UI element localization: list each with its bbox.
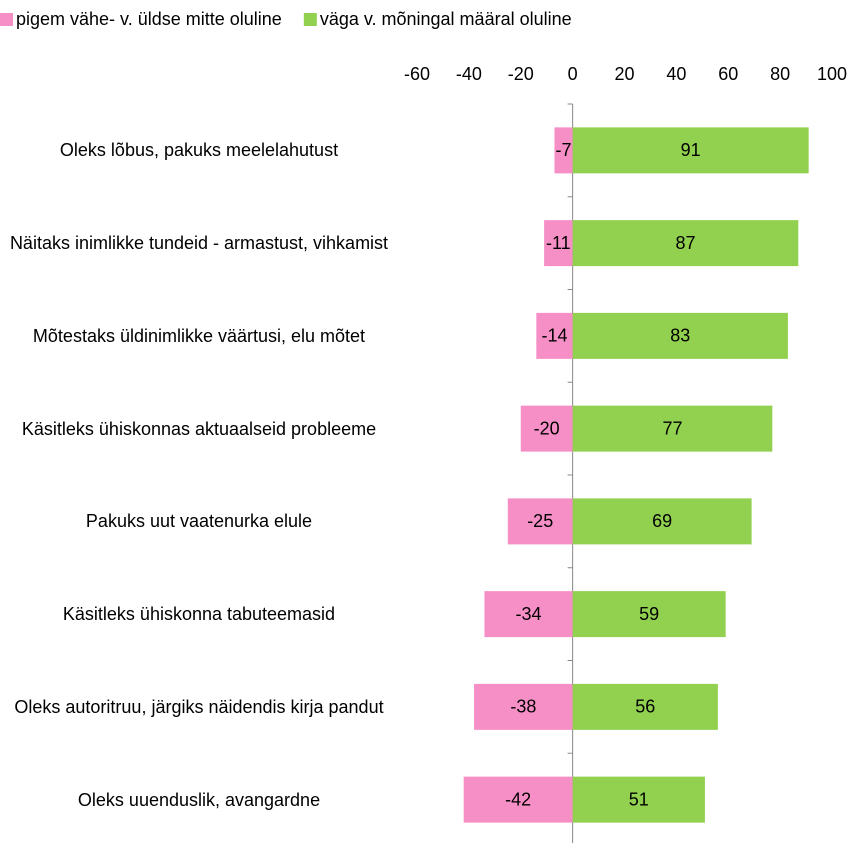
bar	[484, 591, 573, 638]
legend-label: väga v. mõningal määral oluline	[320, 9, 572, 29]
value-label: 91	[681, 140, 701, 160]
legend-swatch	[303, 13, 317, 26]
value-label: -38	[510, 697, 536, 717]
value-label: 69	[652, 511, 672, 531]
x-tick-label: 0	[568, 64, 578, 84]
y-tick-label: Oleks lõbus, pakuks meelelahutust	[59, 140, 339, 161]
bar	[474, 683, 573, 730]
y-tick-label: Näitaks inimlikke tundeid - armastust, v…	[9, 233, 389, 254]
y-tick-label: Oleks uuenduslik, avangardne	[77, 789, 321, 810]
x-tick-label: 60	[718, 64, 738, 84]
value-label: -11	[546, 233, 571, 253]
bar	[520, 405, 573, 452]
value-label: -14	[541, 326, 567, 346]
value-label: -25	[527, 511, 553, 531]
y-tick-label: Käsitleks ühiskonnas aktuaalseid problee…	[21, 418, 377, 439]
value-label: 87	[675, 233, 695, 253]
x-tick-label: 100	[817, 64, 847, 84]
bar	[572, 591, 726, 638]
value-label: -7	[556, 140, 572, 160]
y-tick-label: Pakuks uut vaatenurka elule	[85, 511, 313, 532]
x-tick-label: -40	[456, 64, 482, 84]
bar	[572, 220, 799, 267]
value-label: -34	[516, 604, 542, 624]
y-tick-label: Oleks autoritruu, järgiks näidendis kirj…	[14, 696, 384, 717]
x-tick-label: -20	[508, 64, 534, 84]
x-tick-label: 80	[770, 64, 790, 84]
bar	[463, 776, 573, 823]
value-label: 51	[629, 789, 649, 809]
value-label: 59	[639, 604, 659, 624]
value-label: 77	[662, 418, 682, 438]
value-label: -42	[505, 789, 531, 809]
y-tick-label: Käsitleks ühiskonna tabuteemasid	[62, 604, 336, 625]
y-tick-label: Mõtestaks üldinimlikke väärtusi, elu mõt…	[32, 325, 366, 346]
value-label: -20	[534, 418, 560, 438]
value-label: 83	[670, 326, 690, 346]
bar	[572, 127, 809, 174]
bar	[544, 220, 573, 267]
bar	[554, 127, 573, 174]
bar	[572, 683, 718, 730]
bar	[572, 312, 788, 359]
bar	[572, 405, 773, 452]
value-label: 56	[635, 697, 655, 717]
x-tick-label: 40	[666, 64, 686, 84]
legend-label: pigem vähe- v. üldse mitte oluline	[16, 9, 282, 29]
x-tick-label: 20	[614, 64, 634, 84]
x-tick-label: -60	[404, 64, 430, 84]
bar	[507, 498, 573, 545]
bar	[572, 776, 705, 823]
legend-swatch	[0, 13, 13, 26]
bar	[572, 498, 752, 545]
bar	[536, 312, 573, 359]
